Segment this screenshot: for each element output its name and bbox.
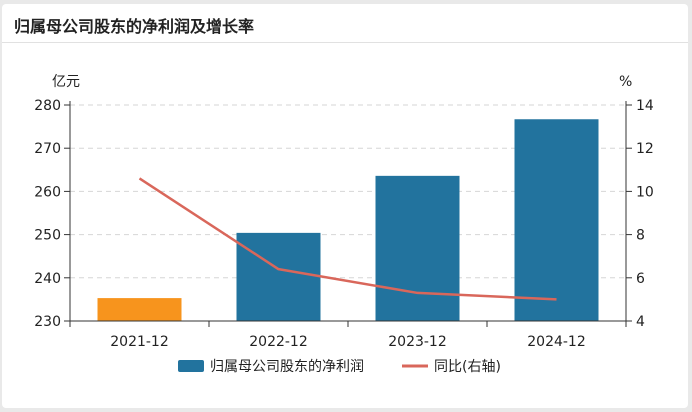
x-tick-label: 2023-12 bbox=[388, 334, 447, 350]
chart-title: 归属母公司股东的净利润及增长率 bbox=[14, 17, 255, 36]
right-tick-label: 14 bbox=[636, 98, 654, 114]
title-divider bbox=[2, 42, 688, 43]
left-tick-label: 230 bbox=[34, 314, 61, 330]
right-tick-label: 8 bbox=[636, 228, 645, 244]
bar-2021-12 bbox=[97, 298, 182, 321]
bar-2022-12 bbox=[236, 232, 321, 321]
x-tick-label: 2022-12 bbox=[249, 334, 308, 350]
x-tick-label: 2024-12 bbox=[527, 334, 586, 350]
legend-line-label: 同比(右轴) bbox=[434, 359, 501, 375]
axes: 230 240 250 260 270 280 4 6 8 10 12 14 2021-12 2022-1… bbox=[34, 98, 654, 350]
right-tick-label: 6 bbox=[636, 271, 645, 287]
left-tick-label: 280 bbox=[34, 98, 61, 114]
right-axis-unit: % bbox=[619, 74, 632, 90]
legend-bar-swatch bbox=[178, 360, 204, 372]
legend: 归属母公司股东的净利润 同比(右轴) bbox=[178, 358, 501, 375]
growth-rate-line bbox=[138, 177, 557, 301]
x-tick-label: 2021-12 bbox=[110, 334, 169, 350]
right-tick-label: 10 bbox=[636, 184, 654, 200]
chart-card: 归属母公司股东的净利润及增长率 230 240 250 260 270 280 4 6 8 10 1… bbox=[2, 4, 688, 408]
bar-series bbox=[97, 119, 599, 321]
left-tick-label: 270 bbox=[34, 141, 61, 157]
right-tick-label: 12 bbox=[636, 141, 654, 157]
left-tick-label: 240 bbox=[34, 271, 61, 287]
left-axis-unit: 亿元 bbox=[52, 74, 80, 90]
line-series bbox=[138, 177, 557, 301]
left-tick-label: 250 bbox=[34, 228, 61, 244]
bar-2024-12 bbox=[514, 119, 599, 321]
legend-bar-label: 归属母公司股东的净利润 bbox=[210, 358, 364, 375]
bar-2023-12 bbox=[375, 175, 460, 321]
left-tick-label: 260 bbox=[34, 184, 61, 200]
chart-svg: 230 240 250 260 270 280 4 6 8 10 12 14 2021-12 2022-1… bbox=[34, 74, 654, 375]
right-tick-label: 4 bbox=[636, 314, 645, 330]
